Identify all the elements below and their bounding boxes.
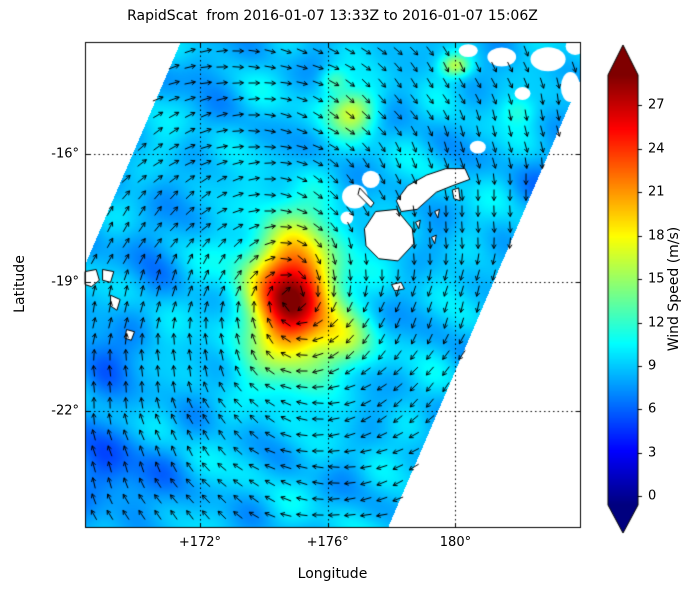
x-axis-label: Longitude [297,566,368,582]
colorbar-tick-label: 6 [648,401,657,417]
colorbar-tick-label: 21 [648,184,665,200]
y-axis-tick-label: -16° [51,146,79,162]
x-axis-tick-label: 180° [439,535,472,550]
colorbar-tick-label: 9 [648,358,657,374]
y-axis-label: Latitude [12,255,28,313]
colorbar-tick-label: 24 [648,141,665,157]
colorbar-tick-label: 3 [648,445,657,461]
colorbar-tick-label: 12 [648,315,665,331]
colorbar-tick-label: 18 [648,228,665,244]
colorbar-label: Wind Speed (m/s) [666,226,682,352]
colorbar-tick-label: 0 [648,488,657,504]
colorbar-tick-label: 27 [648,97,665,113]
x-axis-tick-label: +172° [178,535,222,550]
x-axis-tick-label: +176° [306,535,349,550]
colorbar-tick-label: 15 [648,271,665,287]
y-axis-tick-label: -19° [51,274,79,290]
chart-title: RapidScat from 2016-01-07 13:33Z to 2016… [127,8,538,24]
y-axis-tick-label: -22° [51,403,79,419]
